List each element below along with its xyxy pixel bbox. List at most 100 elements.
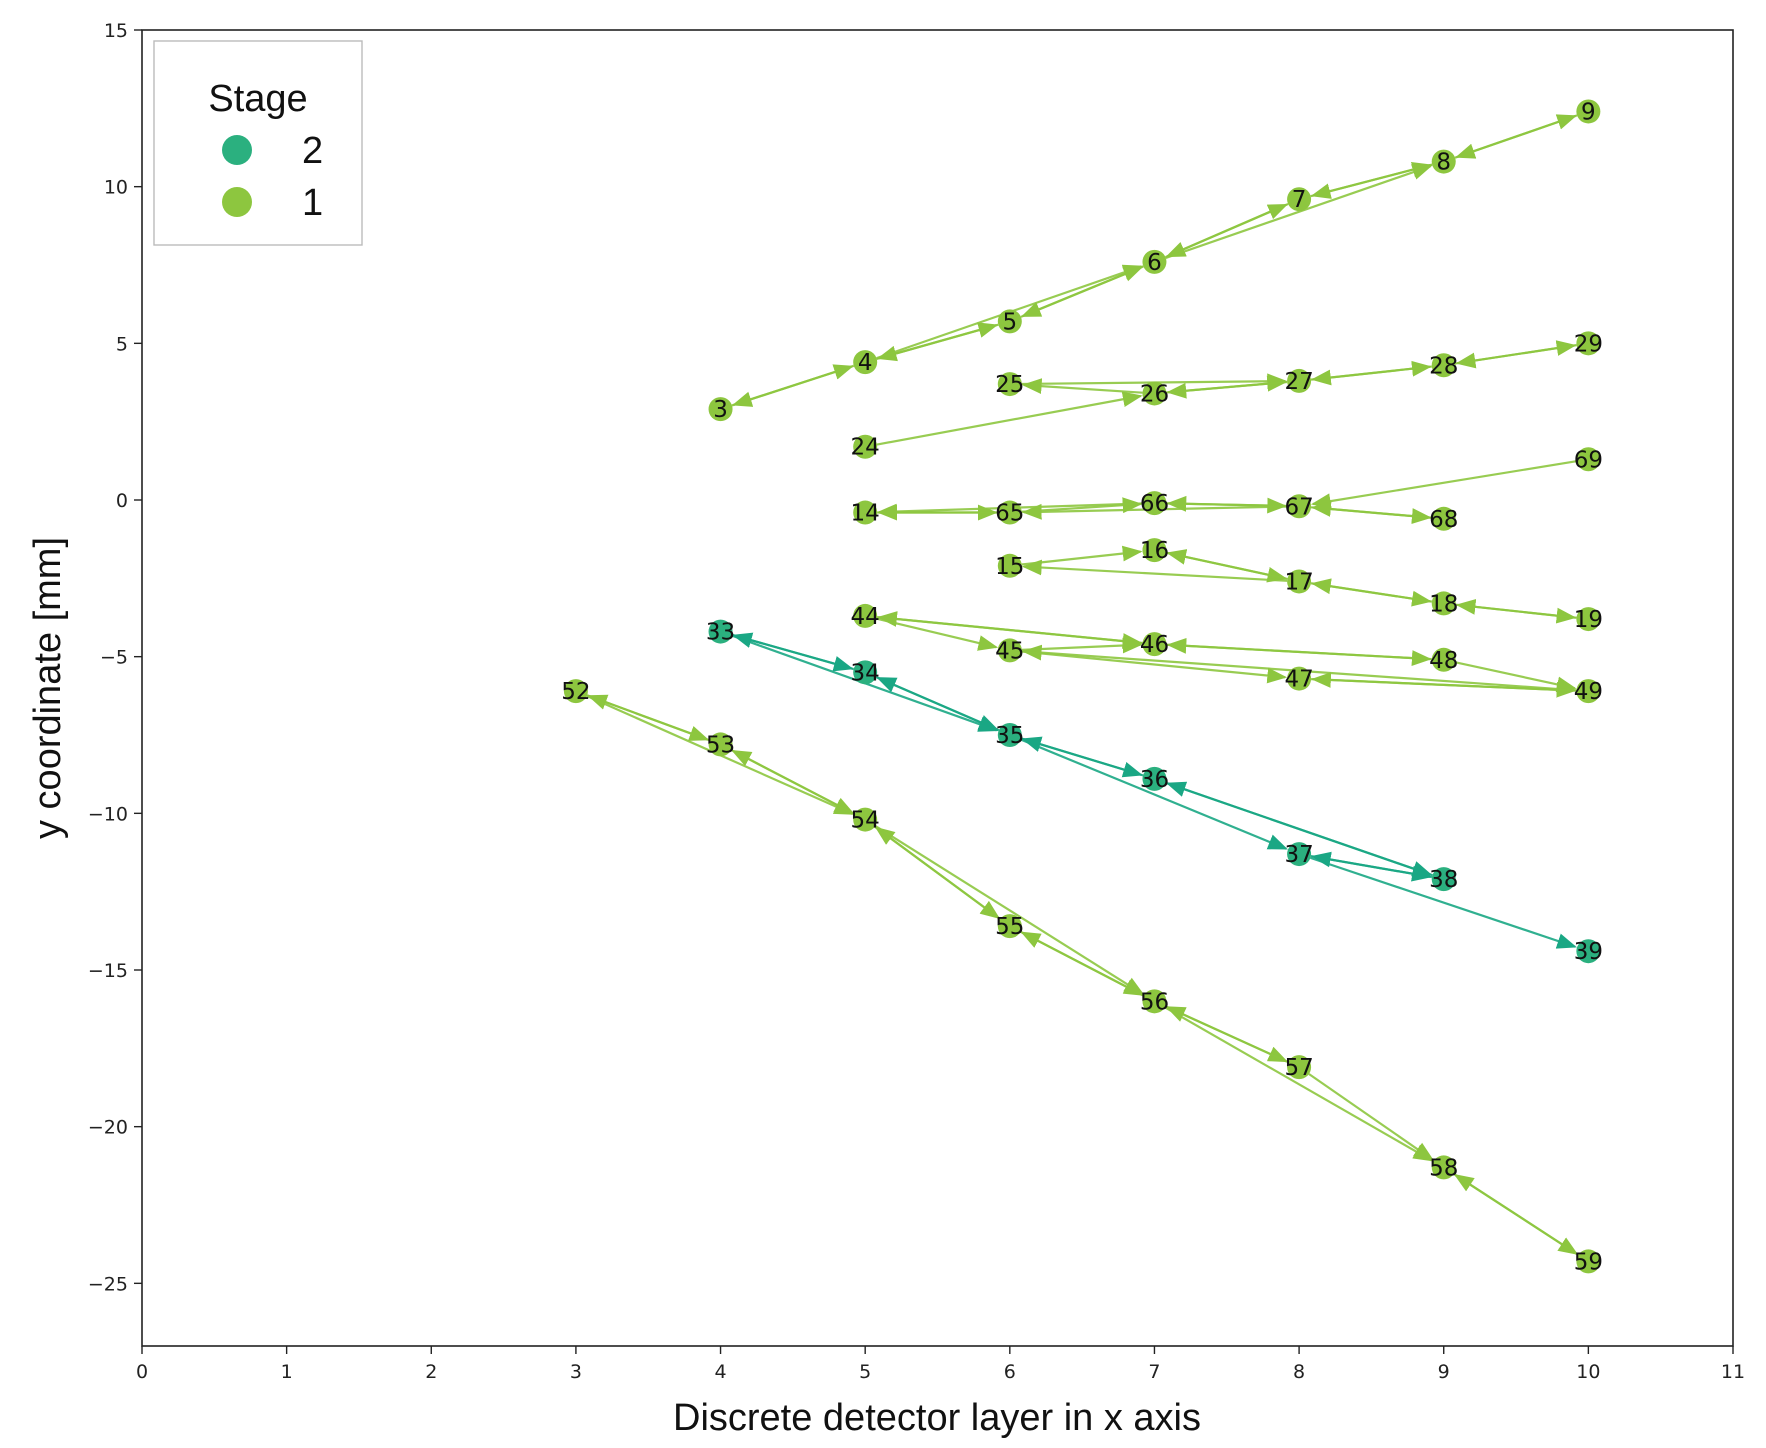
node-label-7: 7 xyxy=(1292,187,1307,213)
node-15 xyxy=(997,553,1022,578)
node-label-19: 19 xyxy=(1574,607,1603,633)
edge-38-36 xyxy=(1165,781,1433,877)
edge-59-58 xyxy=(1453,1173,1579,1256)
edge-29-28 xyxy=(1455,344,1577,369)
edge-28-27 xyxy=(1311,365,1432,386)
edge-56-58 xyxy=(1164,1006,1434,1162)
legend-title: Stage xyxy=(208,78,307,120)
node-label-56: 56 xyxy=(1140,989,1169,1015)
node-66 xyxy=(1142,491,1167,516)
node-label-57: 57 xyxy=(1284,1055,1313,1081)
y-tick-label: −20 xyxy=(88,1117,128,1139)
legend-marker-stage-1 xyxy=(222,187,252,217)
node-label-68: 68 xyxy=(1429,507,1458,533)
node-label-39: 39 xyxy=(1574,939,1603,965)
x-tick-label: 0 xyxy=(136,1361,148,1383)
edge-48-49 xyxy=(1455,661,1577,693)
node-52 xyxy=(563,679,588,704)
y-tick-label: 0 xyxy=(116,490,128,512)
node-3 xyxy=(708,397,733,422)
edge-68-67 xyxy=(1311,501,1432,519)
legend-marker-stage-2 xyxy=(222,135,252,165)
node-label-25: 25 xyxy=(995,372,1024,398)
node-label-54: 54 xyxy=(851,808,880,834)
node-label-27: 27 xyxy=(1284,369,1313,395)
node-39 xyxy=(1576,939,1601,964)
x-tick-label: 10 xyxy=(1576,1361,1600,1383)
node-65 xyxy=(997,500,1022,525)
x-tick-label: 8 xyxy=(1293,1361,1305,1383)
node-label-67: 67 xyxy=(1284,494,1313,520)
node-68 xyxy=(1431,506,1456,531)
y-tick-label: 5 xyxy=(116,333,128,355)
node-label-18: 18 xyxy=(1429,591,1458,617)
node-37 xyxy=(1287,842,1312,867)
y-tick-label: 15 xyxy=(104,20,128,42)
node-49 xyxy=(1576,679,1601,704)
node-label-26: 26 xyxy=(1140,381,1169,407)
x-tick-label: 6 xyxy=(1004,1361,1016,1383)
node-label-29: 29 xyxy=(1574,331,1603,357)
node-69 xyxy=(1576,447,1601,472)
node-label-38: 38 xyxy=(1429,867,1458,893)
legend: Stage 2 1 xyxy=(153,40,363,246)
node-14 xyxy=(853,500,878,525)
edge-57-56 xyxy=(1165,1006,1289,1064)
node-26 xyxy=(1142,381,1167,406)
x-tick-label: 1 xyxy=(281,1361,293,1383)
node-6 xyxy=(1142,249,1167,274)
legend-frame xyxy=(153,40,363,246)
edge-26-25 xyxy=(1021,378,1143,395)
node-8 xyxy=(1431,149,1456,174)
node-57 xyxy=(1287,1055,1312,1080)
node-55 xyxy=(997,914,1022,939)
edge-44-45 xyxy=(876,617,999,651)
edge-54-56 xyxy=(874,825,1145,995)
node-18 xyxy=(1431,591,1456,616)
edge-36-35 xyxy=(1021,736,1144,777)
node-29 xyxy=(1576,331,1601,356)
edge-53-52 xyxy=(587,694,710,742)
node-label-69: 69 xyxy=(1574,447,1603,473)
y-tick-label: −25 xyxy=(88,1273,128,1295)
node-5 xyxy=(997,309,1022,334)
y-axis-label: y coordinate [mm] xyxy=(27,537,69,839)
edge-54-53 xyxy=(731,749,856,816)
node-45 xyxy=(997,638,1022,663)
legend-label-stage-2: 2 xyxy=(302,130,323,172)
y-axis-ticks: 15 10 5 0 −5 −10 −15 −20 −25 xyxy=(88,20,142,1295)
edge-19-18 xyxy=(1455,598,1577,619)
edge-6-8 xyxy=(1165,164,1433,259)
nodes xyxy=(563,99,1601,1274)
node-label-59: 59 xyxy=(1574,1249,1603,1275)
node-16 xyxy=(1142,538,1167,563)
node-label-65: 65 xyxy=(995,501,1024,527)
edge-5-4 xyxy=(876,323,999,362)
edge-17-15 xyxy=(1021,559,1288,582)
node-25 xyxy=(997,372,1022,397)
node-label-3: 3 xyxy=(713,397,728,423)
x-tick-label: 9 xyxy=(1438,1361,1450,1383)
node-label-44: 44 xyxy=(851,604,880,630)
x-tick-label: 3 xyxy=(570,1361,582,1383)
edge-4-3 xyxy=(731,364,855,407)
edge-24-26 xyxy=(876,391,1143,446)
node-9 xyxy=(1576,99,1601,124)
node-38 xyxy=(1431,867,1456,892)
legend-label-stage-1: 1 xyxy=(302,182,323,224)
node-47 xyxy=(1287,666,1312,691)
node-label-35: 35 xyxy=(995,723,1024,749)
node-44 xyxy=(853,603,878,628)
node-label-34: 34 xyxy=(851,660,880,686)
node-46 xyxy=(1142,632,1167,657)
node-35 xyxy=(997,723,1022,747)
node-54 xyxy=(853,807,878,832)
node-36 xyxy=(1142,766,1167,791)
y-tick-label: −10 xyxy=(88,803,128,825)
edge-67-66 xyxy=(1166,495,1288,512)
node-56 xyxy=(1142,989,1167,1014)
node-label-14: 14 xyxy=(851,501,880,527)
node-33 xyxy=(708,619,733,644)
